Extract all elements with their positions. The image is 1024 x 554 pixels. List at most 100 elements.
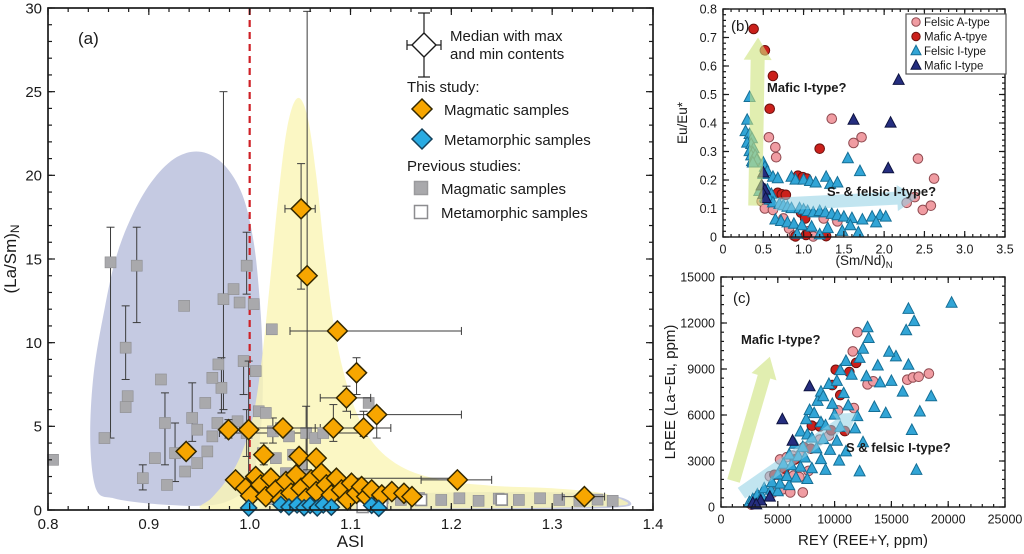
data-point-square: [233, 296, 246, 309]
x-tick-label: 1.2: [441, 516, 462, 533]
y-tick-label: 0.4: [700, 116, 717, 130]
legend-marker-icon: [413, 180, 429, 196]
data-point-triangle: [841, 398, 855, 411]
x-tick-label: 0.8: [38, 516, 59, 533]
data-point-circle: [923, 368, 935, 379]
data-point-circle: [847, 346, 859, 357]
x-tick-label: 1.5: [835, 243, 852, 257]
y-tick-label: 3000: [687, 454, 715, 468]
annotation: (a): [78, 29, 99, 48]
data-point-triangle: [749, 497, 763, 510]
x-axis-title: (Sm/Nd)N: [835, 253, 892, 271]
felsic-trend-arrow: [737, 412, 858, 499]
annotation: Mafic I-type?: [767, 80, 847, 95]
legend-label: Felsic A-type: [924, 17, 990, 29]
axes: 0 5000 10000 15000 20000 25000 0 3000 6000 9000 12…: [662, 270, 1022, 549]
data-point-triangle: [809, 175, 822, 188]
y-tick-label: 0: [710, 230, 717, 244]
data-point-triangle: [773, 476, 787, 489]
data-point-square: [553, 494, 566, 506]
data-point-triangle: [830, 373, 844, 386]
data-point-diamond: [446, 468, 469, 491]
data-point-square: [186, 412, 198, 424]
data-point-triangle: [787, 216, 801, 229]
felsic-trend-arrow: [775, 185, 918, 212]
data-point-diamond: [335, 386, 358, 409]
data-point-triangle: [847, 112, 860, 125]
data-point-triangle: [910, 462, 923, 475]
data-point-diamond: [369, 499, 388, 518]
data-point-triangle: [833, 363, 847, 376]
data-point-square: [136, 472, 149, 485]
data-point-triangle: [882, 344, 896, 357]
data-point-triangle: [845, 211, 859, 224]
data-point-triangle: [771, 484, 785, 497]
data-point-triangle: [860, 369, 873, 382]
x-tick-label: 15000: [874, 513, 909, 527]
y-tick-label: 9000: [687, 362, 715, 376]
y-axis-title: LREE (La~Eu, ppm): [662, 325, 679, 460]
y-tick-label: 15000: [680, 270, 715, 284]
y-tick-label: 5: [34, 419, 42, 436]
data-point-diamond: [290, 197, 313, 220]
data-point-diamond: [400, 485, 424, 508]
legend-label: Metamorphic samples: [441, 205, 588, 222]
data-point-triangle: [869, 215, 883, 228]
x-tick-label: 10000: [817, 513, 852, 527]
data-point-square: [178, 300, 190, 312]
legend-marker-icon: [413, 204, 429, 220]
y-tick-label: 0.8: [700, 2, 717, 16]
x-tick-label: 3.0: [956, 243, 973, 257]
legend-header: Previous studies:: [407, 158, 521, 175]
data-point-triangle: [795, 218, 809, 231]
data-point-diamond: [322, 416, 345, 440]
data-point-diamond: [296, 264, 319, 287]
data-point-square: [249, 365, 262, 377]
data-point-triangle: [868, 399, 881, 412]
data-point-triangle: [794, 424, 807, 437]
annotation: (b): [731, 18, 749, 35]
x-tick-label: 1.0: [239, 516, 260, 533]
data-point-square: [179, 465, 191, 478]
data-point-diamond: [239, 498, 258, 518]
data-point-square: [513, 494, 525, 506]
data-point-square: [227, 283, 240, 295]
data-point-square: [215, 382, 228, 394]
data-point-triangle: [759, 191, 773, 204]
data-point-triangle: [853, 350, 866, 363]
data-point-square: [247, 298, 260, 310]
x-tick-label: 1.0: [795, 243, 812, 257]
data-point-diamond: [271, 416, 295, 440]
data-point-circle: [797, 487, 809, 498]
data-point-triangle: [884, 115, 897, 128]
data-point-triangle: [821, 221, 835, 234]
y-tick-label: 15: [25, 251, 42, 268]
data-point-circle: [826, 113, 838, 125]
mafic-trend-arrow: [743, 37, 772, 206]
median-symbol-icon: [411, 32, 437, 58]
data-point-circle: [770, 141, 781, 153]
data-point-triangle: [871, 358, 885, 371]
data-point-triangle: [799, 412, 813, 425]
data-point-triangle: [879, 406, 893, 419]
annotation: (c): [733, 290, 751, 307]
panel-b: 0 0.5 1.0 1.5 2.0 2.5 3.0 3.5 0 0.1 0.2 0.3 0.4 0.5 0.…: [675, 2, 1014, 271]
data-point-triangle: [839, 353, 853, 366]
data-point-square: [161, 479, 173, 491]
data-point-triangle: [861, 320, 874, 333]
data-point-triangle: [896, 384, 910, 397]
data-point-triangle: [913, 404, 927, 417]
legend-marker-icon: [910, 44, 922, 56]
data-point-circle: [763, 131, 775, 143]
data-point-triangle: [763, 489, 777, 502]
legend-marker-icon: [410, 127, 434, 151]
data-point-square: [212, 358, 225, 371]
y-tick-label: 6000: [687, 408, 715, 422]
data-point-triangle: [814, 452, 828, 465]
data-point-triangle: [853, 164, 867, 177]
data-point-circle: [913, 371, 924, 382]
data-point-triangle: [789, 470, 803, 483]
data-point-triangle: [794, 459, 807, 472]
data-point-square: [130, 259, 143, 272]
legend-label: Magmatic samples: [441, 181, 566, 198]
